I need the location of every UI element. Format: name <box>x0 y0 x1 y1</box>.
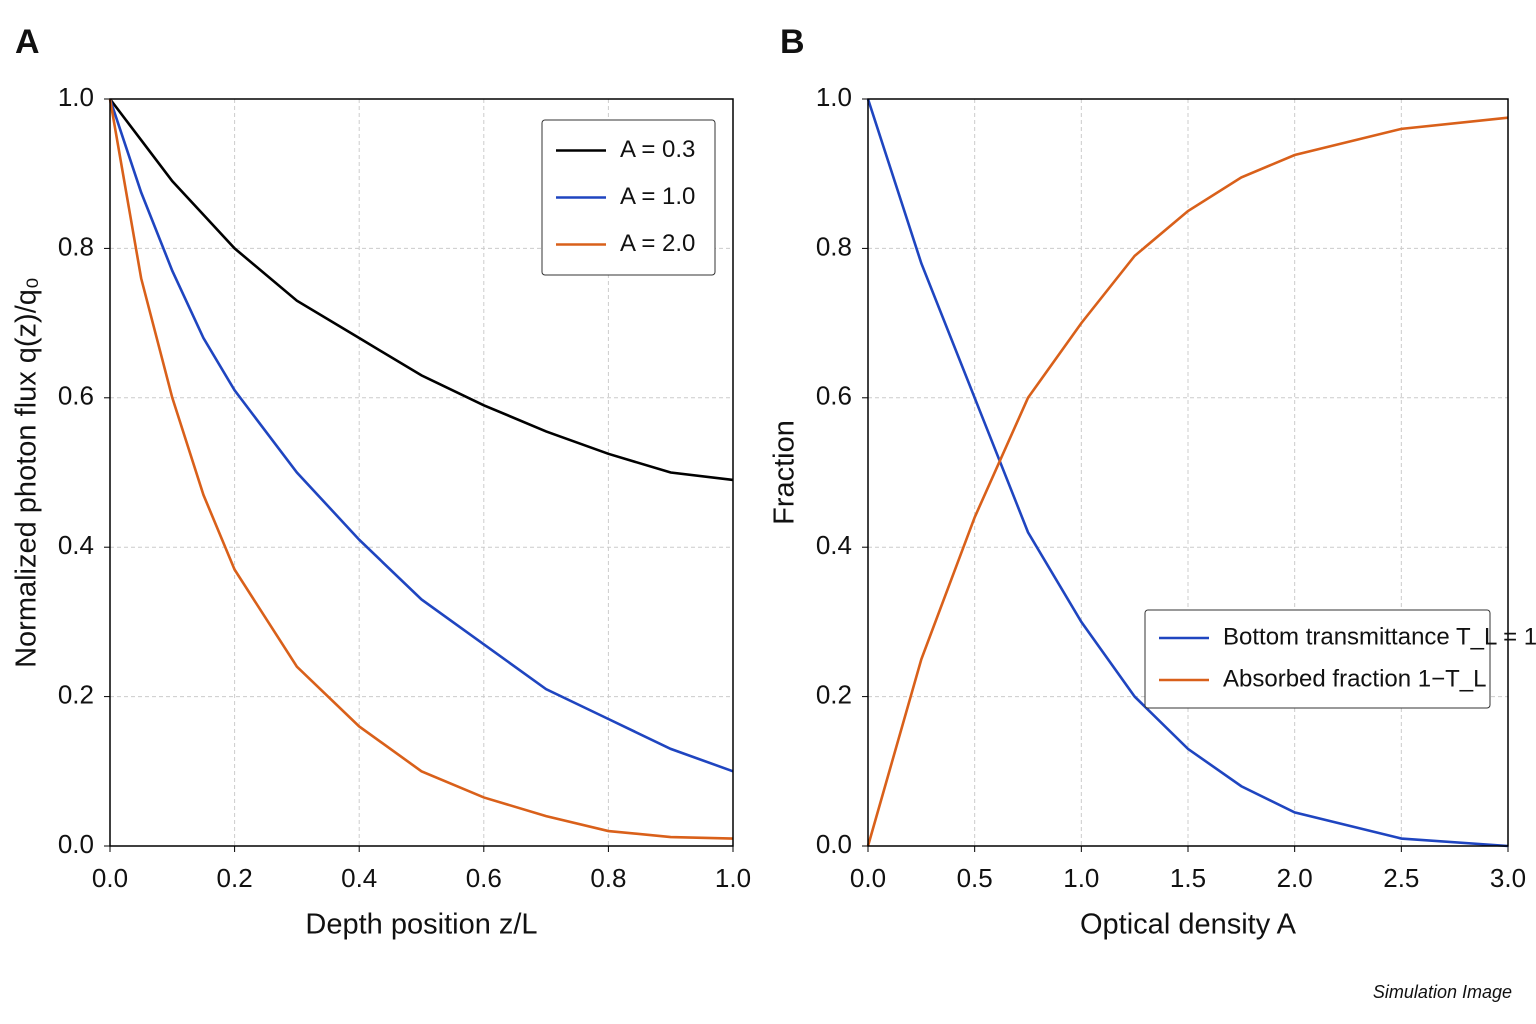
x-axis-label: Optical density A <box>1080 909 1297 941</box>
x-axis-label: Depth position z/L <box>305 909 537 941</box>
legend-box <box>1144 609 1491 709</box>
panel-label: B <box>780 23 805 61</box>
data-line <box>108 98 734 773</box>
x-tick-label: 2.0 <box>1277 863 1313 893</box>
legend-label: A = 1.0 <box>620 183 695 210</box>
x-tick-label: 1.5 <box>1170 863 1206 893</box>
y-tick-label: 0.0 <box>58 829 94 859</box>
y-axis-label: Normalized photon flux q(z)/q₀ <box>11 277 43 668</box>
y-tick-label: 1.0 <box>58 82 94 112</box>
x-tick-label: 0.6 <box>466 863 502 893</box>
legend-label: A = 0.3 <box>620 136 695 163</box>
y-tick-label: 0.0 <box>816 829 852 859</box>
legend-label: Absorbed fraction 1−T_L <box>1223 665 1487 692</box>
y-tick-label: 0.4 <box>58 530 94 560</box>
x-tick-label: 0.0 <box>850 863 886 893</box>
x-tick-label: 0.0 <box>92 863 128 893</box>
x-tick-label: 2.5 <box>1383 863 1419 893</box>
x-tick-label: 0.2 <box>217 863 253 893</box>
data-line <box>866 98 1509 848</box>
legend-label: Bottom transmittance T_L = 10^−A <box>1223 623 1536 650</box>
y-tick-label: 0.2 <box>58 679 94 709</box>
data-line <box>108 98 734 840</box>
x-tick-label: 0.5 <box>957 863 993 893</box>
x-tick-label: 0.8 <box>590 863 626 893</box>
footer: Simulation Image <box>1373 982 1512 1002</box>
data-line <box>866 116 1509 847</box>
y-tick-label: 0.2 <box>816 679 852 709</box>
x-tick-label: 1.0 <box>715 863 751 893</box>
x-tick-label: 0.4 <box>341 863 377 893</box>
x-tick-label: 3.0 <box>1490 863 1526 893</box>
legend-box <box>541 119 716 276</box>
y-tick-label: 0.6 <box>58 381 94 411</box>
legend-label: A = 2.0 <box>620 230 695 257</box>
y-axis-label: Fraction <box>769 420 801 525</box>
x-tick-label: 1.0 <box>1063 863 1099 893</box>
panel-label: A <box>15 23 40 61</box>
plot-frame <box>867 98 1509 847</box>
y-tick-label: 0.6 <box>816 381 852 411</box>
y-tick-label: 0.8 <box>58 231 94 261</box>
plot-frame <box>109 98 734 847</box>
y-tick-label: 0.8 <box>816 231 852 261</box>
data-line <box>108 98 734 482</box>
y-tick-label: 0.4 <box>816 530 852 560</box>
y-tick-label: 1.0 <box>816 82 852 112</box>
